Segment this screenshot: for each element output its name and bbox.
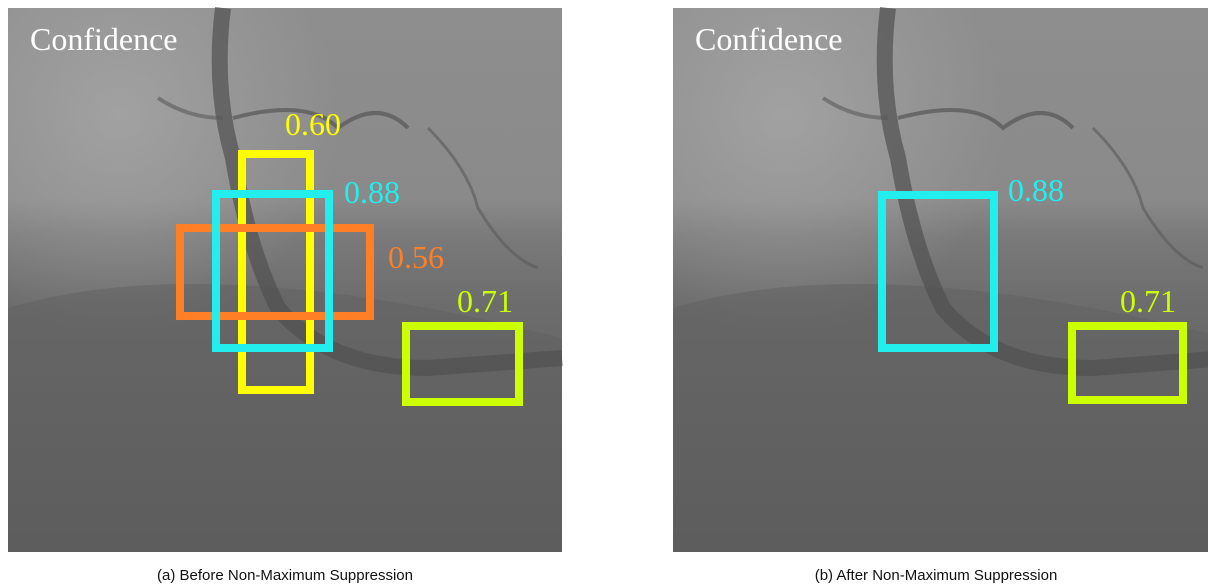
detection-score: 0.60 [285, 106, 341, 142]
caption: (b) After Non-Maximum Suppression [815, 567, 1058, 584]
caption: (a) Before Non-Maximum Suppression [157, 567, 413, 584]
detection-score: 0.56 [388, 239, 444, 275]
detection-score: 0.71 [457, 283, 513, 319]
angiogram [8, 8, 562, 552]
panel-heading: Confidence [30, 21, 178, 57]
panel-a: Confidence 0.60 0.88 0.56 0.71 (a) Befor… [8, 8, 562, 584]
panel-heading: Confidence [695, 21, 843, 57]
detection-score: 0.88 [1008, 172, 1064, 208]
detection-score: 0.71 [1120, 283, 1176, 319]
figure: Confidence 0.60 0.88 0.56 0.71 (a) Befor… [0, 0, 1208, 588]
panel-b: Confidence 0.88 0.71 (b) After Non-Maxim… [673, 8, 1208, 584]
angiogram [673, 8, 1208, 552]
detection-score: 0.88 [344, 174, 400, 210]
